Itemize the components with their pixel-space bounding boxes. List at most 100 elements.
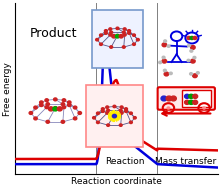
Circle shape <box>106 106 109 108</box>
Circle shape <box>104 30 107 32</box>
FancyBboxPatch shape <box>182 90 211 107</box>
Circle shape <box>191 59 195 63</box>
Circle shape <box>53 107 58 111</box>
Circle shape <box>120 112 123 114</box>
Circle shape <box>110 31 113 33</box>
FancyBboxPatch shape <box>158 87 215 110</box>
Circle shape <box>62 99 66 102</box>
Text: Product: Product <box>30 27 77 40</box>
Circle shape <box>101 108 104 110</box>
Circle shape <box>119 124 122 126</box>
Circle shape <box>164 40 167 42</box>
Circle shape <box>133 43 135 45</box>
Circle shape <box>166 106 170 110</box>
Circle shape <box>34 106 37 109</box>
Circle shape <box>112 35 116 38</box>
Circle shape <box>185 94 190 98</box>
Circle shape <box>136 39 139 41</box>
Circle shape <box>125 108 127 110</box>
Circle shape <box>46 120 50 123</box>
Circle shape <box>73 106 77 109</box>
Circle shape <box>29 112 32 114</box>
Circle shape <box>162 56 165 59</box>
Circle shape <box>109 28 112 30</box>
Circle shape <box>162 59 167 63</box>
Circle shape <box>202 106 206 110</box>
Circle shape <box>122 31 125 33</box>
Circle shape <box>78 112 82 114</box>
Circle shape <box>110 112 119 120</box>
FancyBboxPatch shape <box>86 85 143 147</box>
Circle shape <box>99 34 102 36</box>
Circle shape <box>162 43 167 47</box>
Circle shape <box>193 100 198 104</box>
Circle shape <box>159 61 162 64</box>
Circle shape <box>45 99 48 102</box>
Circle shape <box>190 73 192 75</box>
Circle shape <box>190 50 193 52</box>
Circle shape <box>73 117 77 120</box>
Circle shape <box>166 96 172 101</box>
Circle shape <box>68 104 71 106</box>
FancyBboxPatch shape <box>92 10 143 68</box>
Circle shape <box>99 43 102 45</box>
Circle shape <box>45 106 48 109</box>
Circle shape <box>97 112 99 115</box>
Circle shape <box>61 120 65 123</box>
Circle shape <box>57 107 62 111</box>
Circle shape <box>190 36 194 40</box>
Circle shape <box>54 98 57 101</box>
Circle shape <box>40 101 43 104</box>
Circle shape <box>193 36 197 40</box>
Circle shape <box>112 114 116 118</box>
Circle shape <box>116 34 119 37</box>
Circle shape <box>128 32 131 34</box>
Circle shape <box>185 100 190 104</box>
Text: Mass transfer: Mass transfer <box>155 157 216 166</box>
Circle shape <box>119 35 123 38</box>
Circle shape <box>62 106 66 109</box>
Circle shape <box>116 27 119 29</box>
Circle shape <box>106 112 109 114</box>
Y-axis label: Free energy: Free energy <box>3 62 12 115</box>
Circle shape <box>107 109 110 112</box>
Circle shape <box>34 117 37 120</box>
Circle shape <box>164 72 169 76</box>
Circle shape <box>128 30 131 32</box>
Circle shape <box>125 110 127 112</box>
Circle shape <box>96 39 99 41</box>
Circle shape <box>129 112 132 115</box>
Circle shape <box>167 45 170 47</box>
Circle shape <box>193 94 198 98</box>
Circle shape <box>40 104 43 106</box>
Circle shape <box>122 46 125 48</box>
Text: Reaction: Reaction <box>105 157 144 166</box>
Circle shape <box>189 100 194 104</box>
X-axis label: Reaction coordinate: Reaction coordinate <box>71 177 162 186</box>
Circle shape <box>109 34 112 36</box>
Circle shape <box>123 34 126 36</box>
Circle shape <box>93 117 95 119</box>
Circle shape <box>189 94 194 98</box>
Circle shape <box>48 107 53 111</box>
Circle shape <box>193 56 196 59</box>
Circle shape <box>187 44 190 47</box>
Circle shape <box>123 28 126 30</box>
Circle shape <box>171 96 176 101</box>
Circle shape <box>68 101 71 104</box>
Circle shape <box>133 34 135 36</box>
Circle shape <box>110 46 113 48</box>
Circle shape <box>113 105 116 108</box>
Circle shape <box>101 110 104 112</box>
Circle shape <box>164 69 166 72</box>
Circle shape <box>169 72 172 75</box>
Circle shape <box>161 96 167 101</box>
Circle shape <box>120 106 123 108</box>
Circle shape <box>133 117 136 119</box>
Circle shape <box>97 121 99 124</box>
Circle shape <box>54 107 57 109</box>
Circle shape <box>193 74 197 78</box>
Circle shape <box>104 32 107 34</box>
Circle shape <box>187 36 191 40</box>
Circle shape <box>196 72 199 74</box>
